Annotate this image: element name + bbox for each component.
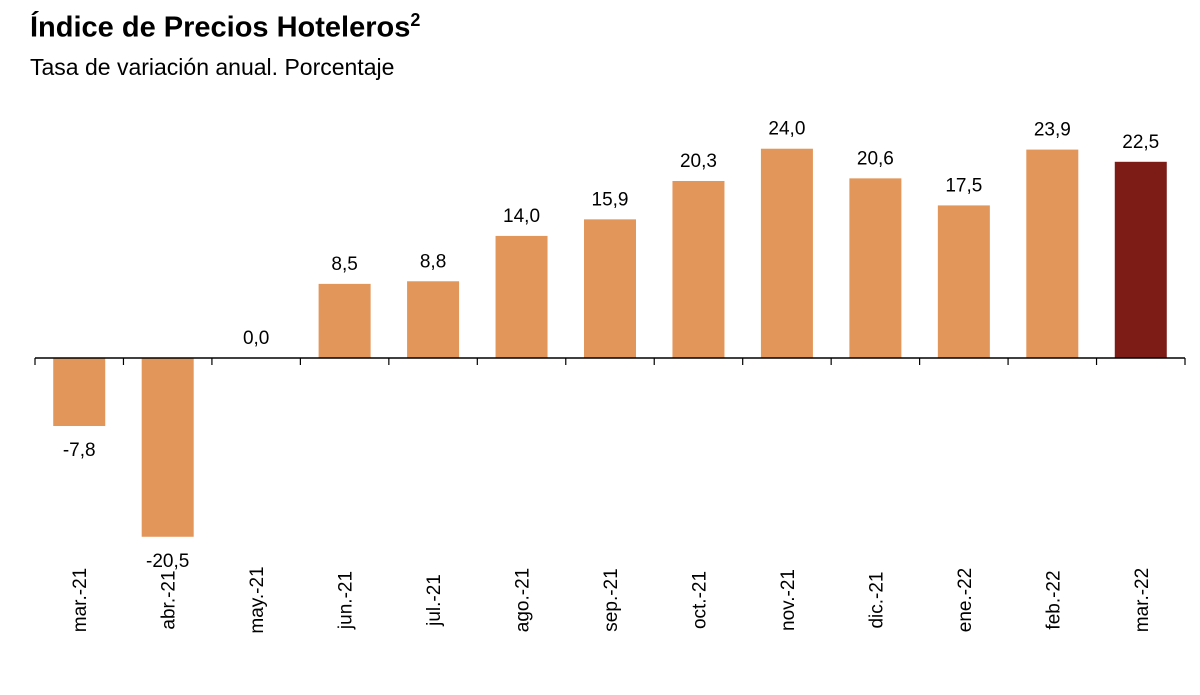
bar-11 [1026, 149, 1079, 358]
x-tick-label-0: mar.-21 [70, 568, 91, 632]
data-label-6: 15,9 [592, 189, 629, 210]
x-tick-label-2: may.-21 [247, 566, 268, 633]
data-label-4: 8,8 [420, 251, 446, 272]
bar-9 [849, 178, 902, 358]
bar-5 [495, 235, 548, 358]
data-label-1: -20,5 [146, 551, 189, 572]
bar-7 [672, 180, 725, 358]
data-label-7: 20,3 [680, 151, 717, 172]
bar-8 [760, 148, 813, 358]
bar-1 [141, 358, 194, 537]
data-label-2: 0,0 [243, 328, 269, 349]
data-label-3: 8,5 [331, 254, 357, 275]
data-label-0: -7,8 [63, 440, 96, 461]
x-tick-label-6: sep.-21 [601, 568, 622, 631]
x-tick-label-5: ago.-21 [513, 568, 534, 632]
bar-4 [407, 281, 460, 358]
x-tick-label-9: dic.-21 [866, 571, 887, 628]
x-tick-label-8: nov.-21 [778, 569, 799, 631]
x-tick-label-12: mar.-22 [1132, 568, 1153, 632]
bar-6 [584, 219, 636, 358]
x-tick-label-1: abr.-21 [159, 570, 180, 629]
data-label-5: 14,0 [503, 206, 540, 227]
chart-title: Índice de Precios Hoteleros2 [30, 10, 420, 45]
chart-title-footnote: 2 [410, 10, 421, 30]
chart-subtitle: Tasa de variación anual. Porcentaje [30, 54, 395, 80]
x-tick-label-7: oct.-21 [689, 571, 710, 629]
data-label-11: 23,9 [1034, 120, 1071, 141]
bar-0 [53, 358, 106, 427]
bar-12 [1114, 161, 1167, 358]
bar-10 [937, 205, 990, 358]
data-label-8: 24,0 [768, 119, 805, 140]
bar-3 [318, 283, 371, 358]
x-tick-label-10: ene.-22 [955, 568, 976, 632]
x-tick-label-4: jul.-21 [424, 574, 445, 627]
x-tick-label-11: feb.-22 [1043, 570, 1064, 629]
data-label-10: 17,5 [945, 175, 982, 196]
x-tick-label-3: jun.-21 [336, 571, 357, 630]
data-label-9: 20,6 [857, 148, 894, 169]
data-label-12: 22,5 [1122, 132, 1159, 153]
chart-title-text: Índice de Precios Hoteleros [30, 11, 411, 44]
